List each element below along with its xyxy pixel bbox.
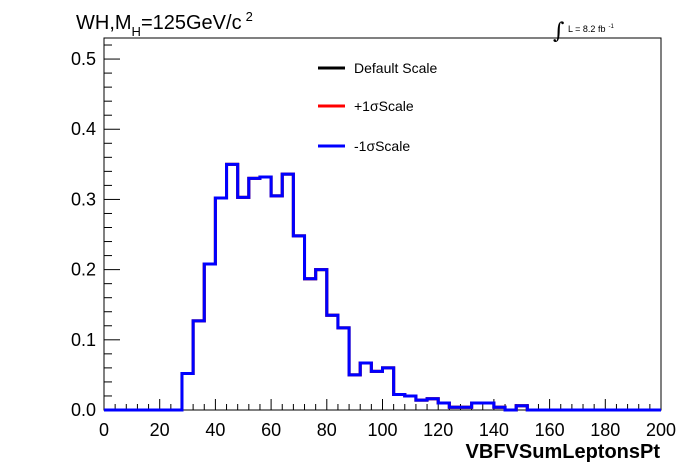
x-tick-label: 20	[150, 420, 170, 440]
luminosity-integral-sign: ∫	[553, 19, 565, 44]
x-tick-label: 160	[535, 420, 565, 440]
legend-label: Default Scale	[354, 60, 437, 76]
legend-label: -1σScale	[354, 138, 410, 154]
luminosity-label: L = 8.2 fb -1	[568, 24, 614, 34]
x-tick-label: 100	[367, 420, 397, 440]
x-tick-label: 40	[205, 420, 225, 440]
x-tick-label: 0	[99, 420, 109, 440]
x-tick-label: 200	[646, 420, 676, 440]
y-tick-label: 0.2	[71, 260, 96, 280]
y-axis: 0.0 0.1 0.2 0.3 0.4 0.5	[71, 44, 120, 420]
x-tick-label: 80	[317, 420, 337, 440]
x-tick-label: 60	[261, 420, 281, 440]
y-tick-label: 0.4	[71, 119, 96, 139]
y-tick-label: 0.1	[71, 330, 96, 350]
x-axis: 0 20 40 60 80 100 120 140 160 180 200	[99, 399, 676, 440]
legend: Default Scale +1σScale -1σScale	[318, 60, 437, 154]
legend-label: +1σScale	[354, 98, 414, 114]
x-tick-label: 140	[479, 420, 509, 440]
series-line	[104, 162, 661, 412]
series-group	[104, 162, 661, 412]
y-tick-label: 0.5	[71, 49, 96, 69]
x-axis-label: VBFVSumLeptonsPt	[466, 441, 661, 463]
chart-title: WH,MH=125GeV/c 2	[76, 9, 253, 39]
x-tick-label: 180	[590, 420, 620, 440]
y-tick-label: 0.0	[71, 400, 96, 420]
x-tick-label: 120	[423, 420, 453, 440]
plot-frame	[103, 37, 662, 411]
y-tick-label: 0.3	[71, 189, 96, 209]
